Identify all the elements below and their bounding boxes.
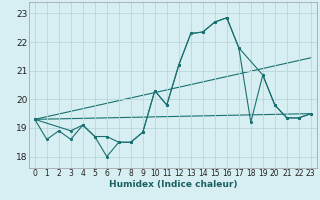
X-axis label: Humidex (Indice chaleur): Humidex (Indice chaleur) [108,180,237,189]
